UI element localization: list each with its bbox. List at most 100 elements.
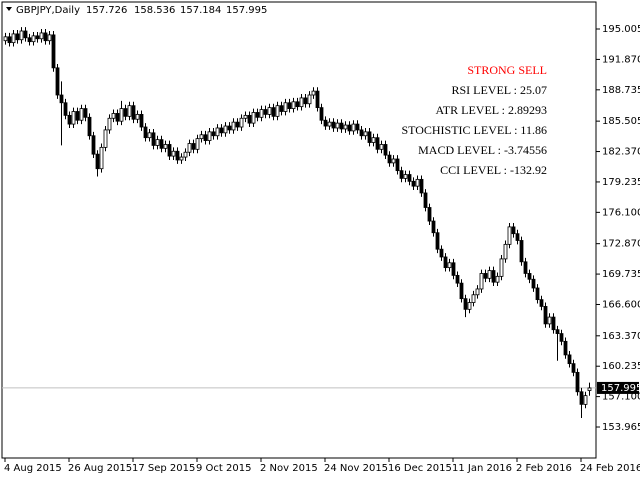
candle-body	[419, 178, 424, 194]
candle-body	[31, 35, 36, 43]
candle-body	[431, 220, 436, 234]
candle-body	[243, 114, 248, 119]
candle-body	[555, 329, 560, 334]
candle-body	[47, 34, 52, 42]
candle-body	[291, 101, 296, 109]
x-tick-label: 24 Feb 2016	[580, 463, 640, 474]
candle-body	[479, 273, 484, 290]
candle-body	[275, 105, 280, 117]
x-tick-label: 2 Nov 2015	[260, 463, 318, 474]
indicator-annotation: STOCHISTIC LEVEL : 11.86	[401, 123, 547, 137]
candle-body	[135, 113, 140, 120]
y-tick-label: 188.735	[602, 85, 640, 96]
candle-body	[539, 299, 544, 307]
y-tick-label: 179.235	[602, 177, 640, 188]
candle-body	[163, 144, 168, 149]
candle-body	[227, 125, 232, 131]
candle-body	[55, 67, 60, 96]
candle-body	[35, 35, 40, 40]
candle-body	[115, 113, 120, 122]
candle-body	[439, 248, 444, 258]
y-tick-label: 172.870	[602, 239, 640, 250]
candle-body	[567, 354, 572, 365]
indicator-annotation: ATR LEVEL : 2.89293	[435, 103, 547, 117]
candle-body	[191, 143, 196, 150]
candle-body	[499, 258, 504, 277]
candle-body	[323, 119, 328, 127]
chart-title: GBPJPY,Daily	[16, 5, 80, 16]
candle-body	[63, 102, 68, 116]
candle-body	[187, 143, 192, 153]
y-tick-label: 157.100	[602, 392, 640, 403]
candle-body	[267, 107, 272, 115]
candle-body	[259, 109, 264, 118]
candle-body	[535, 287, 540, 301]
candle-body	[143, 126, 148, 139]
candle-body	[219, 127, 224, 134]
candle-body	[587, 387, 592, 391]
y-tick-label: 169.735	[602, 269, 640, 280]
candle-body	[251, 112, 256, 124]
candle-body	[199, 134, 204, 140]
candle-body	[51, 34, 56, 69]
x-tick-label: 9 Oct 2015	[196, 463, 251, 474]
candle-body	[455, 274, 460, 284]
candle-body	[195, 138, 200, 150]
candle-body	[339, 122, 344, 130]
candle-body	[203, 134, 208, 141]
candle-body	[311, 90, 316, 96]
candle-body	[547, 316, 552, 325]
candle-body	[415, 178, 420, 187]
candle-body	[147, 132, 152, 139]
candle-body	[451, 262, 456, 276]
header-close: 157.995	[226, 5, 267, 16]
candle-body	[403, 174, 408, 179]
x-tick-label: 11 Jan 2016	[452, 463, 512, 474]
candle-body	[71, 111, 76, 125]
candle-body	[223, 125, 228, 134]
candle-body	[107, 117, 112, 131]
candle-body	[527, 273, 532, 280]
candle-body	[575, 371, 580, 393]
y-tick-label: 185.505	[602, 116, 640, 127]
candle-body	[235, 121, 240, 128]
y-tick-label: 160.235	[602, 361, 640, 372]
candle-body	[231, 121, 236, 131]
candle-body	[211, 131, 216, 137]
candle-body	[515, 233, 520, 241]
candle-body	[87, 116, 92, 137]
candle-body	[427, 207, 432, 222]
last-price-tag	[597, 381, 639, 394]
y-tick-label: 182.370	[602, 147, 640, 158]
candle-body	[127, 105, 132, 117]
candle-body	[443, 256, 448, 269]
candle-body	[215, 127, 220, 137]
candle-body	[335, 122, 340, 129]
candle-body	[375, 137, 380, 150]
candle-body	[319, 107, 324, 121]
candle-body	[503, 243, 508, 260]
candle-body	[27, 37, 32, 43]
candle-body	[299, 97, 304, 108]
candle-body	[279, 105, 284, 112]
y-tick-label: 176.100	[602, 207, 640, 218]
y-tick-label: 191.870	[602, 54, 640, 65]
candle-body	[531, 278, 536, 289]
candle-body	[123, 108, 128, 117]
candle-body	[247, 114, 252, 124]
candle-body	[7, 36, 12, 44]
candle-body	[263, 109, 268, 115]
x-tick-label: 26 Aug 2015	[68, 463, 132, 474]
last-price-label: 157.995	[601, 383, 640, 394]
candle-body	[351, 123, 356, 132]
candle-body	[39, 32, 44, 40]
candle-body	[583, 395, 588, 405]
candle-body	[563, 340, 568, 356]
y-tick-label: 166.600	[602, 299, 640, 310]
candle-body	[111, 113, 116, 119]
candle-body	[303, 97, 308, 105]
candle-body	[331, 121, 336, 129]
y-tick-label: 163.370	[602, 331, 640, 342]
candle-body	[151, 132, 156, 146]
